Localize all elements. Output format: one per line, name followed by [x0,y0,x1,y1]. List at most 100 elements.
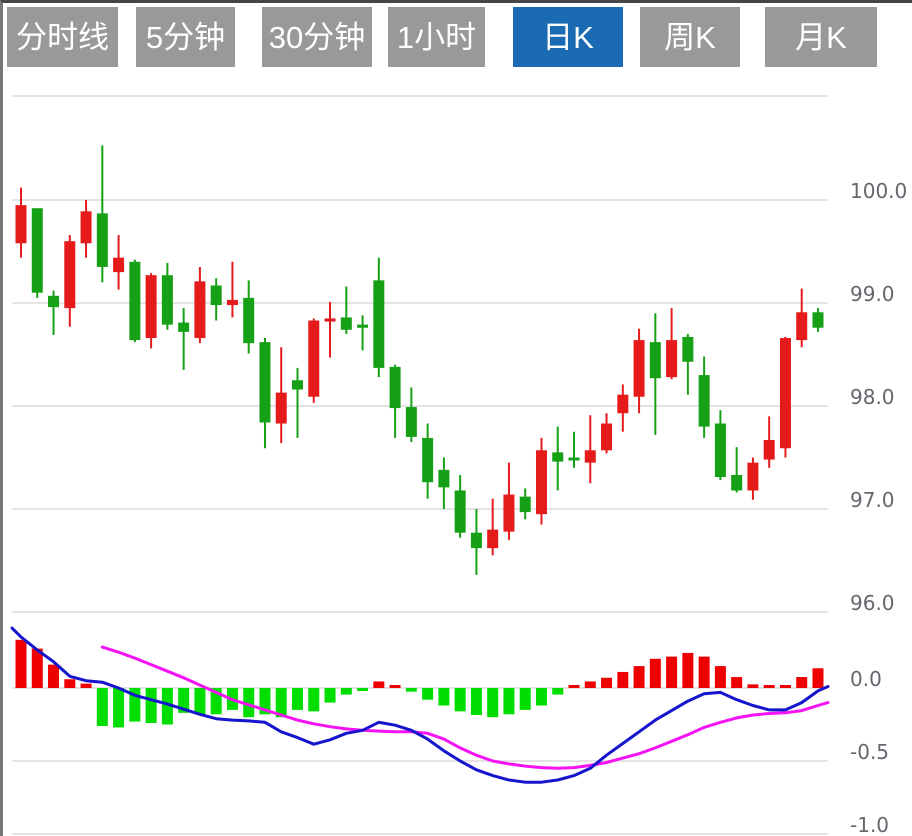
macd-bar [682,652,694,688]
macd-bar [113,688,125,728]
macd-bar [129,688,141,722]
macd-bar [812,668,824,688]
candle [747,457,759,500]
candle [763,416,775,468]
candle [584,415,596,484]
timeframe-tab[interactable]: 周K [640,7,740,67]
candle [519,488,531,520]
macd-bar [633,666,645,688]
macd-bar [552,688,564,695]
macd-bar [666,656,678,688]
candle [731,447,743,493]
price-axis-label: 99.0 [850,282,895,306]
macd-bar [503,688,515,715]
candle [161,262,173,330]
candle [633,328,645,414]
macd-bar [15,639,27,688]
macd-histogram [15,639,824,728]
candle [113,235,125,290]
macd-bar [64,679,76,688]
axis-labels: 100.0 99.0 98.0 97.0 96.0 0.0 -0.5 -1.0 [850,179,907,836]
timeframe-tab[interactable]: 日K [513,7,623,67]
macd-bar [617,671,629,688]
macd-bar [763,685,775,688]
candle [389,364,401,438]
macd-bar [145,688,157,724]
candle [601,413,613,454]
macd-bar [178,688,190,713]
candle [373,257,385,378]
candle [226,261,238,318]
candle [145,273,157,349]
macd-bar [80,683,92,688]
candle [210,278,222,321]
macd-bar [519,688,531,710]
candle [15,187,27,258]
macd-bar [568,685,580,688]
macd-bar [779,685,791,688]
candle [698,356,710,438]
candle [714,410,726,481]
candle [308,318,320,403]
candles [15,145,824,575]
candle [535,437,547,525]
price-axis-label: 96.0 [850,591,895,615]
candle [568,431,580,468]
timeframe-tab[interactable]: 1小时 [388,7,485,67]
macd-bar [308,688,320,712]
candle [779,336,791,458]
macd-bar [324,688,336,703]
timeframe-tab[interactable]: 月K [765,7,877,67]
candle [243,280,255,354]
macd-bar [454,688,466,712]
macd-bar [584,681,596,688]
macd-bar [601,677,613,688]
dif-line [10,626,830,784]
macd-bar [194,688,206,715]
price-axis-label: 100.0 [850,179,907,203]
candle [812,308,824,332]
candle [275,347,287,444]
candle [617,384,629,432]
candle [259,338,271,449]
macd-bar [31,648,43,688]
macd-bar [48,664,60,688]
macd-axis-label: -1.0 [850,813,889,836]
candle [487,498,499,556]
macd-bar [340,688,352,695]
price-axis-label: 98.0 [850,385,895,409]
macd-bar [357,688,369,691]
candle [470,509,482,575]
macd-bar [259,688,271,715]
macd-bar [405,688,417,692]
candle [422,423,434,499]
gridlines [12,95,828,835]
candle [405,387,417,443]
macd-bar [535,688,547,706]
macd-axis-label: 0.0 [850,667,882,691]
timeframe-tab-bar: 分时线 5分钟 30分钟 1小时 日K 周K 月K [0,0,912,70]
candle [454,475,466,538]
macd-bar [649,658,661,688]
macd-axis-label: -0.5 [850,740,889,764]
macd-bar [470,688,482,716]
macd-bar [714,666,726,688]
candle [324,301,336,358]
candle [80,200,92,258]
macd-bar [422,688,434,700]
candle [357,315,369,351]
candle [552,426,564,491]
candle [178,308,190,370]
candle [682,333,694,395]
macd-bar [747,684,759,688]
macd-bar [389,685,401,688]
macd-bar [698,656,710,688]
candle [96,145,108,283]
timeframe-tab[interactable]: 5分钟 [136,7,235,67]
macd-bar [275,688,287,718]
candle [796,288,808,348]
timeframe-tab[interactable]: 分时线 [7,7,118,67]
macd-bar [96,688,108,726]
timeframe-tab[interactable]: 30分钟 [262,7,372,67]
